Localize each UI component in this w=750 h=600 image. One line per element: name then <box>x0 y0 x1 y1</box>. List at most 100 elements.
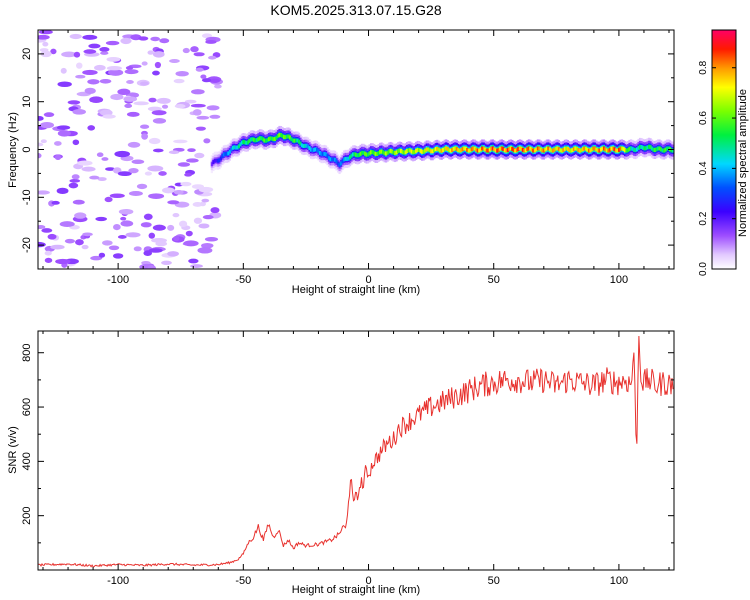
track-segment <box>664 147 667 152</box>
noise-blob <box>194 152 205 159</box>
noise-blob <box>147 165 164 172</box>
noise-blob <box>67 100 81 105</box>
noise-blob <box>114 150 131 158</box>
track-segment <box>409 148 412 153</box>
track-segment <box>496 148 499 153</box>
track-segment <box>652 147 655 152</box>
track-segment <box>257 137 260 142</box>
noise-blob <box>42 41 49 47</box>
track-segment <box>212 160 215 165</box>
track-segment <box>258 136 262 141</box>
track-segment <box>655 147 658 152</box>
track-segment <box>284 135 287 140</box>
noise-blob <box>101 240 113 246</box>
noise-blob <box>61 51 77 58</box>
track-segment <box>370 150 373 155</box>
track-segment <box>517 146 520 151</box>
snr-panel: -100 -50 0 50 100 200 400 600 800 Height of str… <box>7 330 675 596</box>
noise-blob <box>152 224 166 231</box>
track-segment <box>527 146 530 151</box>
track-segment <box>500 146 503 151</box>
track-segment <box>574 146 577 151</box>
snr-plot-area <box>38 331 674 570</box>
noise-blob <box>148 248 163 253</box>
track-segment <box>315 147 319 152</box>
noise-blob <box>148 193 165 199</box>
track-segment <box>410 149 413 154</box>
track-segment <box>377 151 380 156</box>
noise-blob <box>148 137 161 145</box>
track-segment <box>559 148 562 153</box>
track-segment <box>306 144 310 149</box>
noise-blob <box>147 265 156 269</box>
track-segment <box>572 146 576 151</box>
track-segment <box>631 146 634 151</box>
track-segment <box>643 146 646 151</box>
track-segment <box>602 146 606 151</box>
track-segment <box>520 146 523 151</box>
track-segment <box>619 146 622 151</box>
track-segment <box>521 147 524 152</box>
noise-blob <box>82 232 93 237</box>
track-segment <box>569 148 573 153</box>
snr-series-line <box>38 335 674 568</box>
track-segment <box>439 148 442 153</box>
track-segment <box>491 146 494 151</box>
track-segment <box>601 146 604 151</box>
track-segment <box>536 146 539 151</box>
track-segment <box>364 151 367 156</box>
noise-blobs <box>38 30 223 269</box>
noise-blob <box>82 69 98 76</box>
track-segment <box>324 152 328 157</box>
track-segment <box>577 147 580 152</box>
track-segment <box>659 147 663 152</box>
noise-blob <box>87 125 96 131</box>
track-segment <box>222 152 225 157</box>
noise-blob <box>208 55 217 60</box>
snr-x-tick-label: 0 <box>365 575 371 587</box>
noise-blob <box>147 50 154 55</box>
track-segment <box>365 152 368 157</box>
noise-blob <box>38 225 46 230</box>
track-segment <box>281 133 284 138</box>
track-segment <box>457 148 460 153</box>
track-segment <box>505 148 508 153</box>
track-segment <box>575 146 579 151</box>
spectrogram-y-tick-label: -10 <box>21 189 33 205</box>
track-segment <box>273 137 277 142</box>
track-segment <box>563 146 567 151</box>
track-segment <box>418 148 421 153</box>
track-segment <box>560 148 564 153</box>
track-segment <box>506 147 509 152</box>
noise-blob <box>98 252 106 258</box>
track-segment <box>578 148 582 153</box>
track-segment <box>548 147 552 152</box>
noise-blob <box>69 178 81 183</box>
track-segment <box>478 148 481 153</box>
track-segment <box>406 148 409 153</box>
track-segment <box>454 146 457 151</box>
track-segment <box>336 161 340 166</box>
spectrogram-x-tick-label: -100 <box>107 274 129 286</box>
noise-blob <box>172 212 180 218</box>
track-segment <box>445 146 448 151</box>
track-segment <box>658 146 661 151</box>
noise-blob <box>138 36 149 41</box>
noise-blob <box>136 183 148 190</box>
noise-blob <box>60 67 67 74</box>
track-segment <box>219 156 222 161</box>
track-segment <box>433 148 436 153</box>
track-segment <box>419 149 422 154</box>
snr-x-tick-label: 100 <box>610 575 628 587</box>
track-segment <box>344 156 347 161</box>
noise-blob <box>112 253 124 259</box>
noise-blob <box>214 84 222 89</box>
track-segment <box>367 152 370 157</box>
track-segment <box>351 152 355 157</box>
noise-blob <box>177 162 191 167</box>
track-segment <box>529 146 532 151</box>
track-segment <box>338 163 341 168</box>
noise-blob <box>185 230 193 237</box>
track-segment <box>374 151 377 156</box>
